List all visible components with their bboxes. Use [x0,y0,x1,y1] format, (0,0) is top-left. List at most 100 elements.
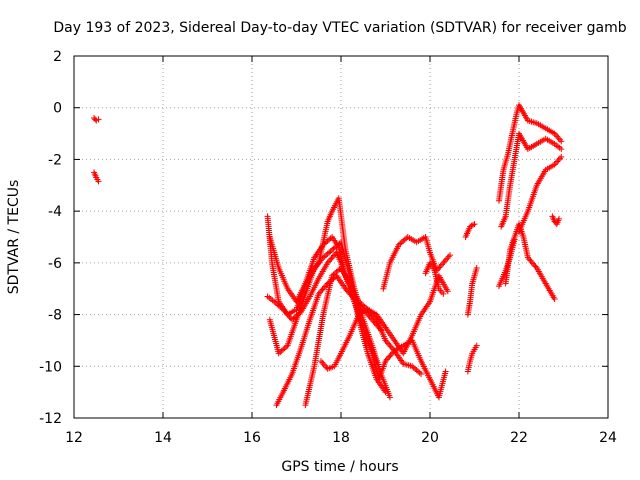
data-point [325,258,332,265]
data-point [358,301,365,308]
data-point [326,236,333,243]
data-point [416,369,423,376]
data-point [329,246,336,253]
data-point [551,296,558,303]
axis-ticks: 12 14 16 18 20 22 24 -12 -10 -8 -6 -4 -2 0 2 [39,49,617,446]
data-point [409,363,416,370]
data-point [333,268,340,275]
data-point [387,352,394,359]
y-tick-label: 2 [53,49,62,65]
data-point [361,303,368,310]
data-point [401,236,408,243]
data-point [382,358,389,365]
data-point [524,254,531,261]
data-point [418,371,425,378]
data-point [271,298,278,305]
data-point [444,255,451,262]
y-axis-label: SDTVAR / TECUs [6,180,22,295]
data-point [440,259,447,266]
data-point [441,258,448,265]
data-point [473,265,480,272]
data-point [317,358,324,365]
data-point [320,361,327,368]
data-point [531,262,538,269]
data-point [528,259,535,266]
x-tick-label: 12 [65,430,83,446]
data-point [400,237,407,244]
data-point [327,248,334,255]
data-point [278,347,285,354]
data-point [329,272,336,279]
data-point [272,299,279,306]
data-point [278,305,285,312]
data-point [319,286,326,293]
data-point [332,244,339,251]
data-point [511,236,518,243]
data-point [410,364,417,371]
data-point [322,283,329,290]
data-point [412,365,419,372]
data-point [439,261,446,268]
data-point [445,253,452,260]
data-point [447,252,454,259]
data-point [444,288,451,295]
x-tick-label: 20 [421,430,439,446]
data-point [282,309,289,316]
data-point [383,356,390,363]
data-point [342,285,349,292]
data-point [333,243,340,250]
data-point [277,349,284,356]
data-point [330,245,337,252]
data-point [281,345,288,352]
data-point [526,256,533,263]
data-point [555,135,562,142]
data-point [327,256,334,263]
data-point [471,221,478,228]
data-point [397,240,404,247]
x-tick-label: 24 [599,430,617,446]
data-point [443,256,450,263]
data-point [335,241,342,248]
data-point [286,313,293,320]
data-point [390,346,397,353]
data-point [442,368,449,375]
data-point [319,359,326,366]
data-point [387,343,394,350]
data-point [437,262,444,269]
data-point [326,249,333,256]
data-point [324,259,331,266]
y-tick-label: -6 [48,256,62,272]
data-point [321,253,328,260]
data-point [320,284,327,291]
data-point [355,298,362,305]
data-point [317,289,324,296]
data-point [415,368,422,375]
data-point [275,302,282,309]
data-point [556,155,563,162]
data-point [473,342,480,349]
y-tick-label: -4 [48,204,62,220]
data-point [527,257,534,264]
data-point [386,353,393,360]
data-point [95,178,102,185]
data-point [344,288,351,295]
data-point [470,221,477,228]
data-point [329,253,336,260]
data-point [386,394,393,401]
y-tick-label: -8 [48,308,62,324]
data-point [388,344,395,351]
data-point [277,303,284,310]
data-point [558,153,565,160]
data-point [275,350,282,357]
data-point [315,290,322,297]
data-point [558,138,565,145]
x-tick-label: 16 [243,430,261,446]
data-point [556,215,563,222]
data-point [346,290,353,297]
data-point [395,241,402,248]
data-point [554,158,561,165]
data-point [332,270,339,277]
x-tick-label: 14 [154,430,172,446]
data-point [555,156,562,163]
